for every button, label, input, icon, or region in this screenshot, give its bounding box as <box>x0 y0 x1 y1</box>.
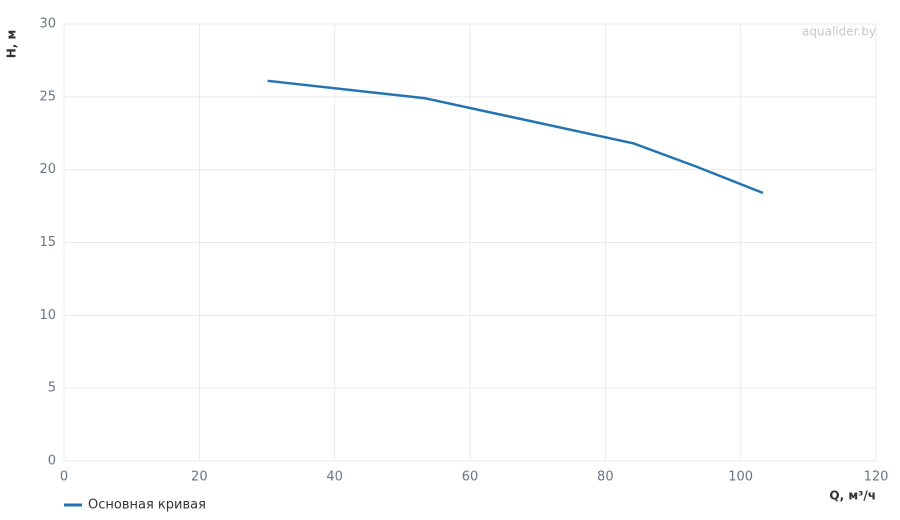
y-tick-label: 25 <box>39 89 56 104</box>
y-tick-label: 20 <box>39 162 56 177</box>
legend-label: Основная кривая <box>88 498 206 513</box>
y-axis-title: H, м <box>5 30 19 59</box>
x-axis-title: Q, м³/ч <box>829 489 876 503</box>
x-tick-label: 80 <box>597 470 614 485</box>
y-tick-label: 15 <box>39 235 56 250</box>
watermark: aqualider.by <box>802 25 876 39</box>
x-tick-label: 0 <box>60 470 68 485</box>
y-tick-label: 10 <box>39 308 56 323</box>
x-tick-label: 20 <box>191 470 208 485</box>
y-tick-label: 5 <box>48 381 56 396</box>
x-tick-label: 120 <box>864 470 889 485</box>
x-tick-label: 40 <box>326 470 343 485</box>
line <box>267 79 764 195</box>
x-tick-label: 60 <box>462 470 479 485</box>
x-tick-label: 100 <box>728 470 753 485</box>
y-tick-label: 30 <box>39 17 56 32</box>
y-tick-label: 0 <box>48 454 56 469</box>
